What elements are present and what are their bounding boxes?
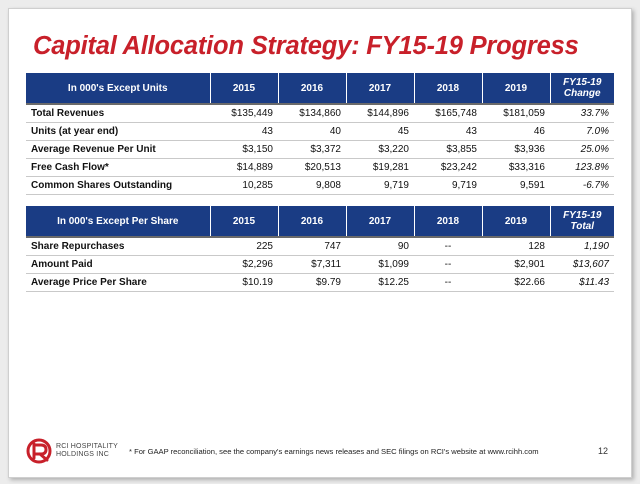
cell: 10,285 bbox=[210, 176, 278, 195]
cell: $3,372 bbox=[278, 140, 346, 159]
change-cell: -6.7% bbox=[550, 176, 614, 195]
table-row: Average Revenue Per Unit $3,150 $3,372 $… bbox=[26, 140, 614, 159]
cell: -- bbox=[414, 236, 482, 256]
cell: 747 bbox=[278, 236, 346, 256]
header-year: 2018 bbox=[414, 73, 483, 104]
cell: $3,150 bbox=[210, 140, 278, 159]
row-label: Units (at year end) bbox=[26, 122, 210, 141]
table-row: Share Repurchases 225 747 90 -- 128 1,19… bbox=[26, 236, 614, 256]
cell: 225 bbox=[210, 236, 278, 256]
header-year: 2019 bbox=[482, 206, 551, 237]
header-year: 2016 bbox=[278, 206, 347, 237]
cell: 128 bbox=[482, 236, 550, 256]
cell: $9.79 bbox=[278, 273, 346, 292]
cell: 9,808 bbox=[278, 176, 346, 195]
change-cell: 33.7% bbox=[550, 103, 614, 123]
logo-line1: RCI HOSPITALITY bbox=[56, 443, 118, 450]
slide: Capital Allocation Strategy: FY15-19 Pro… bbox=[8, 8, 632, 478]
table-row: Average Price Per Share $10.19 $9.79 $12… bbox=[26, 273, 614, 292]
share-repurchase-table: In 000's Except Per Share 2015 2016 2017… bbox=[26, 206, 614, 292]
cell: $23,242 bbox=[414, 158, 482, 177]
cell: $181,059 bbox=[482, 103, 550, 123]
row-label: Total Revenues bbox=[26, 103, 210, 123]
capital-allocation-table: In 000's Except Units 2015 2016 2017 201… bbox=[26, 73, 614, 195]
table-row: Total Revenues $135,449 $134,860 $144,89… bbox=[26, 103, 614, 123]
logo-line2: HOLDINGS INC bbox=[56, 451, 109, 458]
table-row: Free Cash Flow* $14,889 $20,513 $19,281 … bbox=[26, 158, 614, 177]
cell: $165,748 bbox=[414, 103, 482, 123]
total-cell: 1,190 bbox=[550, 236, 614, 256]
cell: -- bbox=[414, 255, 482, 274]
header-year: 2015 bbox=[210, 73, 279, 104]
cell: $20,513 bbox=[278, 158, 346, 177]
row-label: Free Cash Flow* bbox=[26, 158, 210, 177]
logo-text: RCI HOSPITALITY HOLDINGS INC bbox=[56, 443, 118, 459]
table-row: Amount Paid $2,296 $7,311 $1,099 -- $2,9… bbox=[26, 255, 614, 274]
change-cell: 25.0% bbox=[550, 140, 614, 159]
total-cell: $13,607 bbox=[550, 255, 614, 274]
change-cell: 123.8% bbox=[550, 158, 614, 177]
header-year: 2017 bbox=[346, 206, 415, 237]
cell: $1,099 bbox=[346, 255, 414, 274]
header-year: 2018 bbox=[414, 206, 483, 237]
table-row: Units (at year end) 43 40 45 43 46 7.0% bbox=[26, 122, 614, 141]
cell: 9,719 bbox=[414, 176, 482, 195]
cell: 9,591 bbox=[482, 176, 550, 195]
rci-logo: RCI HOSPITALITY HOLDINGS INC bbox=[26, 437, 122, 465]
cell: 90 bbox=[346, 236, 414, 256]
row-label: Common Shares Outstanding bbox=[26, 176, 210, 195]
cell: 43 bbox=[210, 122, 278, 141]
header-year: 2016 bbox=[278, 73, 347, 104]
cell: 9,719 bbox=[346, 176, 414, 195]
header-total-line1: FY15-19 bbox=[563, 210, 602, 221]
page-number: 12 bbox=[598, 446, 609, 456]
cell: $2,901 bbox=[482, 255, 550, 274]
cell: -- bbox=[414, 273, 482, 292]
header-total: FY15-19 Total bbox=[550, 206, 614, 237]
cell: $33,316 bbox=[482, 158, 550, 177]
cell: $3,855 bbox=[414, 140, 482, 159]
cell: 45 bbox=[346, 122, 414, 141]
header-change: FY15-19 Change bbox=[550, 73, 614, 104]
cell: $135,449 bbox=[210, 103, 278, 123]
cell: 40 bbox=[278, 122, 346, 141]
header-label: In 000's Except Units bbox=[26, 73, 211, 104]
row-label: Amount Paid bbox=[26, 255, 210, 274]
cell: $3,220 bbox=[346, 140, 414, 159]
rci-logo-icon bbox=[26, 438, 52, 464]
header-total-line2: Total bbox=[570, 221, 594, 232]
cell: 43 bbox=[414, 122, 482, 141]
table-header-row: In 000's Except Units 2015 2016 2017 201… bbox=[26, 73, 614, 104]
cell: $22.66 bbox=[482, 273, 550, 292]
table-header-row: In 000's Except Per Share 2015 2016 2017… bbox=[26, 206, 614, 237]
total-cell: $11.43 bbox=[550, 273, 614, 292]
header-year: 2019 bbox=[482, 73, 551, 104]
cell: 46 bbox=[482, 122, 550, 141]
header-year: 2015 bbox=[210, 206, 279, 237]
header-change-line1: FY15-19 bbox=[563, 77, 602, 88]
slide-title: Capital Allocation Strategy: FY15-19 Pro… bbox=[33, 32, 579, 60]
row-label: Average Price Per Share bbox=[26, 273, 210, 292]
table-row: Common Shares Outstanding 10,285 9,808 9… bbox=[26, 176, 614, 195]
row-label: Share Repurchases bbox=[26, 236, 210, 256]
cell: $10.19 bbox=[210, 273, 278, 292]
cell: $3,936 bbox=[482, 140, 550, 159]
cell: $134,860 bbox=[278, 103, 346, 123]
header-year: 2017 bbox=[346, 73, 415, 104]
change-cell: 7.0% bbox=[550, 122, 614, 141]
cell: $12.25 bbox=[346, 273, 414, 292]
cell: $14,889 bbox=[210, 158, 278, 177]
cell: $144,896 bbox=[346, 103, 414, 123]
header-label: In 000's Except Per Share bbox=[26, 206, 211, 237]
cell: $2,296 bbox=[210, 255, 278, 274]
row-label: Average Revenue Per Unit bbox=[26, 140, 210, 159]
cell: $19,281 bbox=[346, 158, 414, 177]
cell: $7,311 bbox=[278, 255, 346, 274]
header-change-line2: Change bbox=[563, 88, 601, 99]
footnote: * For GAAP reconciliation, see the compa… bbox=[129, 447, 539, 456]
